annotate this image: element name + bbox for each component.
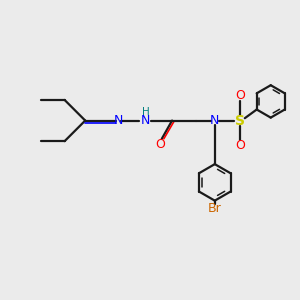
Text: N: N [210,114,220,127]
Text: O: O [155,138,165,151]
Text: H: H [142,107,149,117]
Text: Br: Br [208,202,222,215]
Text: S: S [235,114,245,128]
Text: N: N [114,114,123,127]
Text: N: N [141,114,150,127]
Text: O: O [235,89,245,102]
Text: O: O [235,139,245,152]
